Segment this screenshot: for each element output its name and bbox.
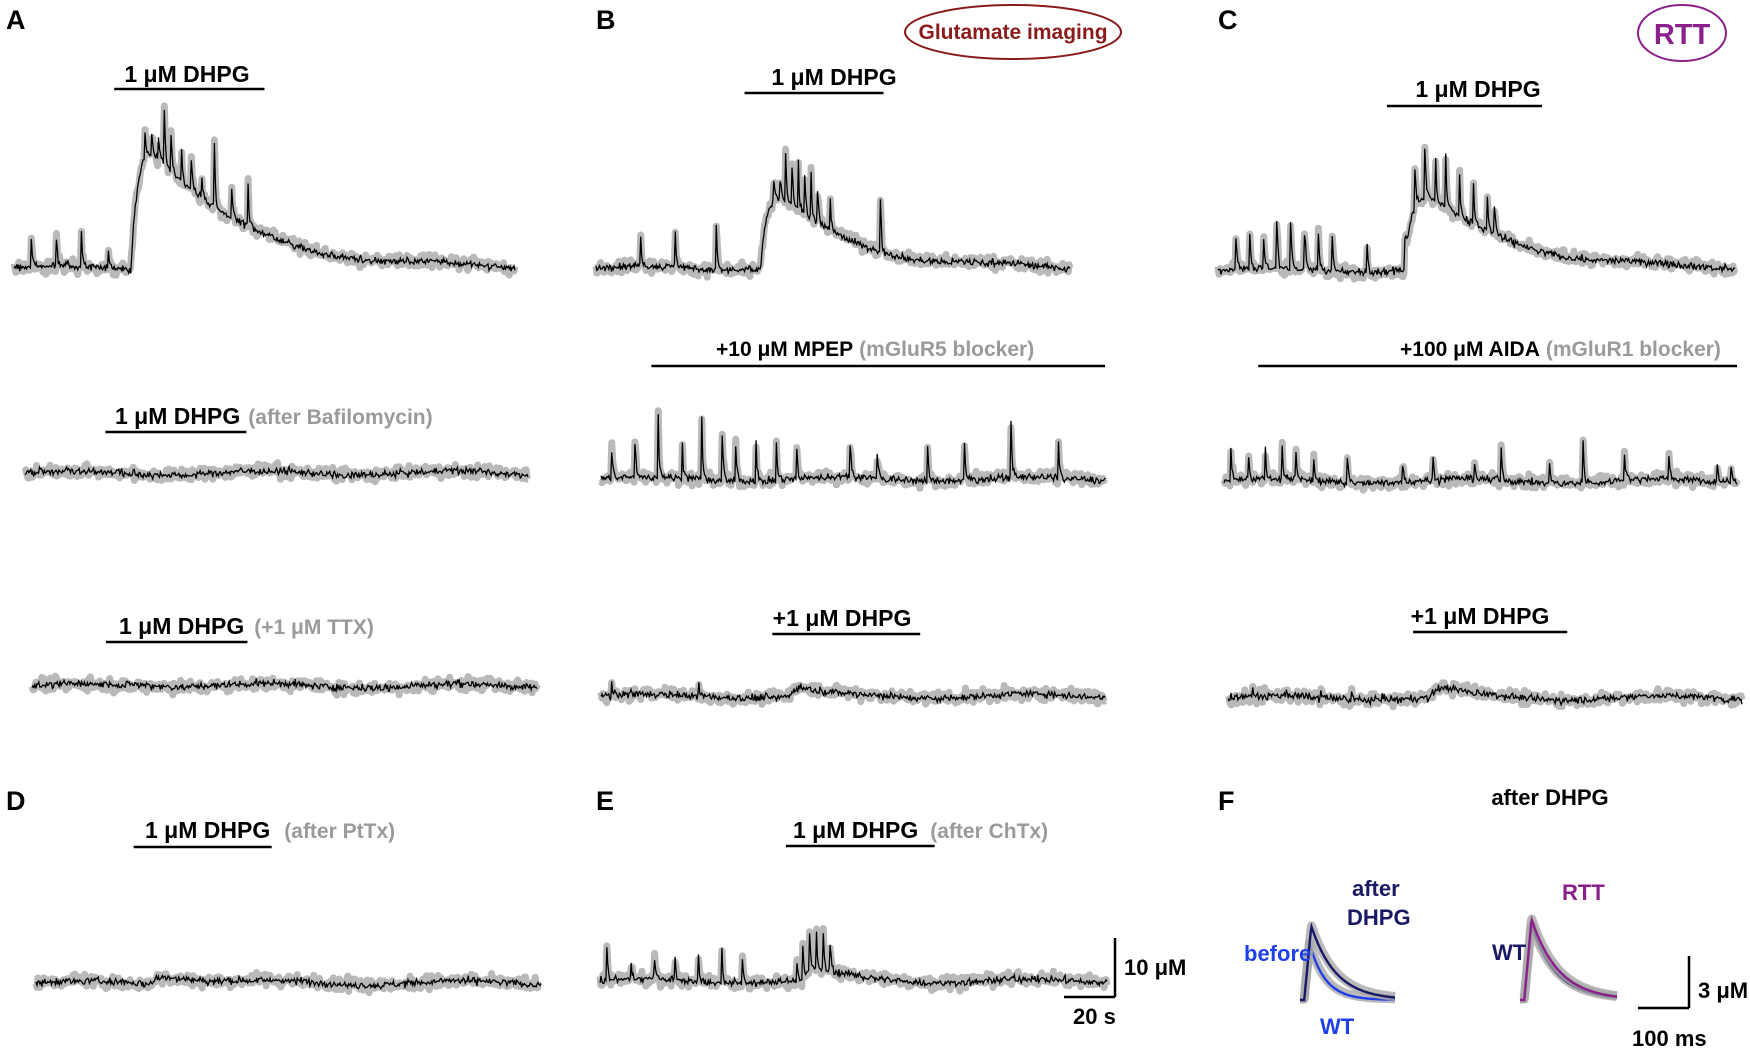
f-label-rtt: RTT [1562,880,1605,905]
drug-text-c2: +100 μM AIDA [1400,338,1540,361]
drug-text-b2: +10 μM MPEP [716,338,853,361]
trace-c3 [1227,683,1743,707]
drug-label-c3: +1 μM DHPG [1411,603,1550,629]
drug-note-d: (after PtTx) [284,820,395,843]
trace-d [35,973,542,991]
drug-label-b3: +1 μM DHPG [773,605,912,631]
trace-a3 [31,678,538,694]
trace-shadow-d [32,969,544,997]
trace-shadow-c1 [1214,143,1739,283]
drug-note-a2: (after Bafilomycin) [248,406,432,429]
trace-layer [10,87,1746,1004]
panel-label-f: F [1218,786,1235,816]
panel-label-e: E [596,786,614,816]
f-label-after-dhpg: after DHPG [1491,785,1608,810]
drug-label-c2: +100 μM AIDA (mGluR1 blocker) [1400,338,1721,361]
scale-label-x-main: 20 s [1073,1004,1116,1029]
trace-shadow-b1 [592,145,1074,281]
f-label-wt: WT [1320,1014,1355,1039]
scale-label-x-f: 100 ms [1632,1026,1707,1051]
panel-label-a: A [6,5,26,35]
rtt-badge-text: RTT [1654,19,1711,51]
panel-label-c: C [1218,5,1238,35]
trace-a1 [13,109,516,276]
drug-text-a3: 1 μM DHPG [119,613,244,639]
f-trace-f_left-before [1300,942,1395,1002]
trace-b3 [600,681,1106,705]
drug-label-b1: 1 μM DHPG [771,64,896,90]
trace-b1 [595,152,1071,276]
rtt-badge-outline [1637,4,1727,62]
drug-text-d: 1 μM DHPG [145,817,270,843]
drug-note-a3: (+1 μM TTX) [254,616,374,639]
glutamate-badge-text: Glutamate imaging [918,21,1107,44]
trace-c1 [1217,148,1736,278]
drug-label-c1: 1 μM DHPG [1415,76,1540,102]
f-trace-f_left-after-dhpg [1300,922,1395,1002]
scale-label-y-main: 10 μM [1124,955,1186,980]
f-trace-f_right-rtt [1520,915,1618,1002]
trace-shadow-a1 [10,102,519,279]
panel-label-b: B [596,5,616,35]
trace-a2 [24,464,529,482]
drug-text-e: 1 μM DHPG [793,817,918,843]
f-label-wt-right: WT [1492,940,1527,965]
panel-label-d: D [6,786,26,816]
drug-label-e: 1 μM DHPG (after ChTx) [793,817,1048,843]
drug-label-a3: 1 μM DHPG (+1 μM TTX) [119,613,374,639]
drug-note-b2: (mGluR5 blocker) [859,338,1034,361]
trace-shadow-a2 [21,459,531,486]
drug-label-d: 1 μM DHPG (after PtTx) [145,817,395,843]
drug-note-c2: (mGluR1 blocker) [1546,338,1721,361]
trace-b2 [600,414,1106,487]
glutamate-badge-outline [904,4,1122,60]
scale-label-y-f: 3 μM [1698,978,1748,1003]
f-label-after: after [1352,876,1400,901]
drug-text-a2: 1 μM DHPG [115,403,240,429]
trace-e [599,931,1108,989]
drug-label-a1: 1 μM DHPG [124,61,249,87]
trace-c2 [1223,440,1738,489]
trace-shadow-c2 [1220,436,1741,494]
drug-note-e: (after ChTx) [930,820,1048,843]
drug-label-b2: +10 μM MPEP (mGluR5 blocker) [716,338,1034,361]
f-label-before: before [1244,941,1311,966]
drug-label-a2: 1 μM DHPG (after Bafilomycin) [115,403,433,429]
f-label-dhpg: DHPG [1347,905,1411,930]
